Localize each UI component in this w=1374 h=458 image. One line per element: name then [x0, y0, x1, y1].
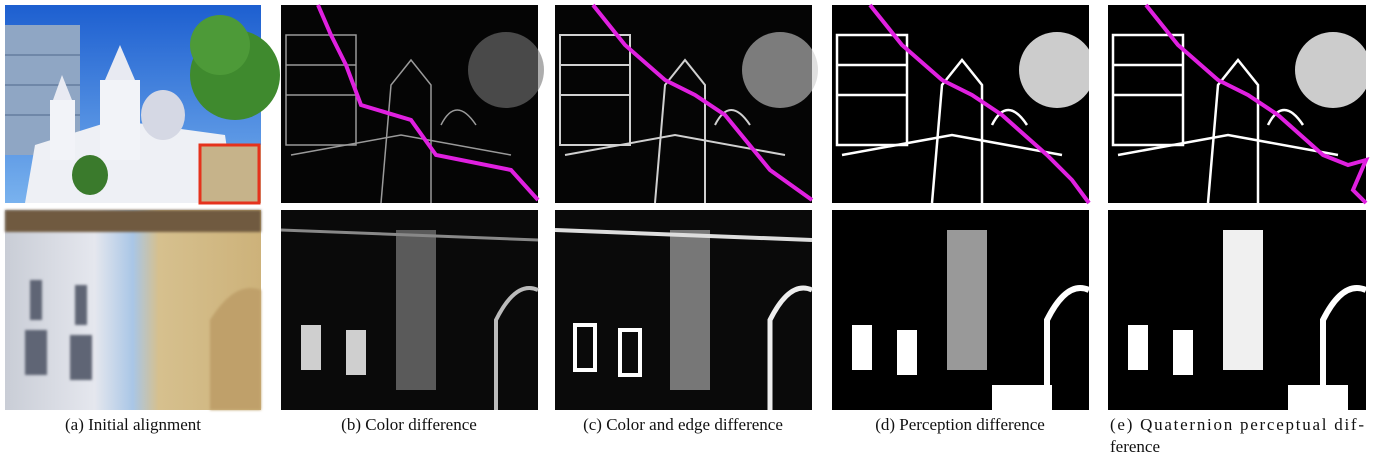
image-d-bottom: [832, 210, 1089, 410]
caption: (d) Perception difference: [875, 415, 1045, 434]
image-a-bottom: [5, 210, 261, 410]
image-e-bottom: [1108, 210, 1366, 410]
caption: ference: [1110, 437, 1160, 456]
caption: (a) Initial alignment: [65, 415, 201, 434]
image-e-top: [1108, 5, 1371, 203]
image-c-top: [555, 5, 818, 203]
image-d-top: [832, 5, 1095, 203]
image-a-top: [5, 5, 280, 203]
caption: (c) Color and edge difference: [583, 415, 783, 434]
caption: (b) Color difference: [341, 415, 477, 434]
page: (a) Initial alignment (b) Color differen…: [0, 0, 1374, 458]
image-b-top: [281, 5, 544, 203]
image-b-bottom: [281, 210, 538, 410]
image-c-bottom: [555, 210, 812, 410]
caption: (e) Quaternion perceptual dif-: [1110, 415, 1364, 434]
figure: (a) Initial alignment (b) Color differen…: [0, 0, 1374, 458]
